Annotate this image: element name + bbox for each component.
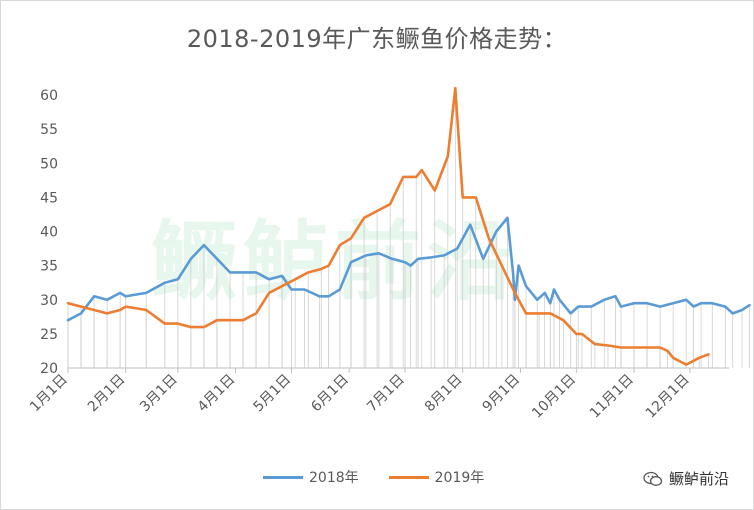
y-tick-label: 50: [40, 156, 58, 172]
legend: 2018年 2019年: [263, 467, 484, 487]
legend-label-2018: 2018年: [309, 470, 359, 486]
x-tick-label: 7月1日: [364, 372, 408, 416]
legend-label-2019: 2019年: [434, 470, 485, 486]
y-tick-label: 40: [40, 225, 58, 241]
x-tick-label: 5月1日: [251, 372, 295, 416]
y-tick-label: 35: [40, 259, 58, 275]
x-tick-label: 2月1日: [85, 372, 129, 416]
x-tick-label: 6月1日: [308, 372, 352, 416]
drop-lines-1: [67, 88, 709, 368]
x-tick-label: 11月1日: [587, 372, 637, 422]
x-tick-label: 12月1日: [643, 372, 693, 422]
y-tick-label: 25: [40, 327, 58, 343]
x-tick-label: 9月1日: [480, 372, 524, 416]
drop-lines-0: [67, 217, 750, 368]
y-tick-label: 30: [40, 293, 58, 309]
y-tick-label: 55: [40, 122, 58, 138]
y-tick-label: 20: [40, 361, 58, 377]
series-line-2018: [66, 216, 751, 322]
wechat-icon: [643, 471, 663, 486]
legend-swatch-2019: [388, 475, 429, 479]
chart-title: 2018-2019年广东鳜鱼价格走势：: [186, 25, 568, 53]
legend-item-2019: 2019年: [388, 467, 485, 487]
x-tick-label: 1月1日: [27, 372, 71, 416]
y-tick-label: 45: [40, 190, 58, 206]
legend-item-2018: 2018年: [263, 467, 359, 487]
brand-mark: 鳜鲈前沿: [643, 468, 729, 489]
legend-swatch-2018: [263, 475, 303, 479]
y-tick-label: 60: [40, 88, 58, 104]
series-line-2019: [66, 86, 710, 366]
brand-text: 鳜鲈前沿: [668, 470, 729, 488]
x-tick-label: 8月1日: [422, 372, 466, 416]
x-tick-label: 4月1日: [195, 372, 239, 416]
x-tick-label: 3月1日: [137, 372, 181, 416]
x-tick-label: 10月1日: [529, 372, 579, 422]
